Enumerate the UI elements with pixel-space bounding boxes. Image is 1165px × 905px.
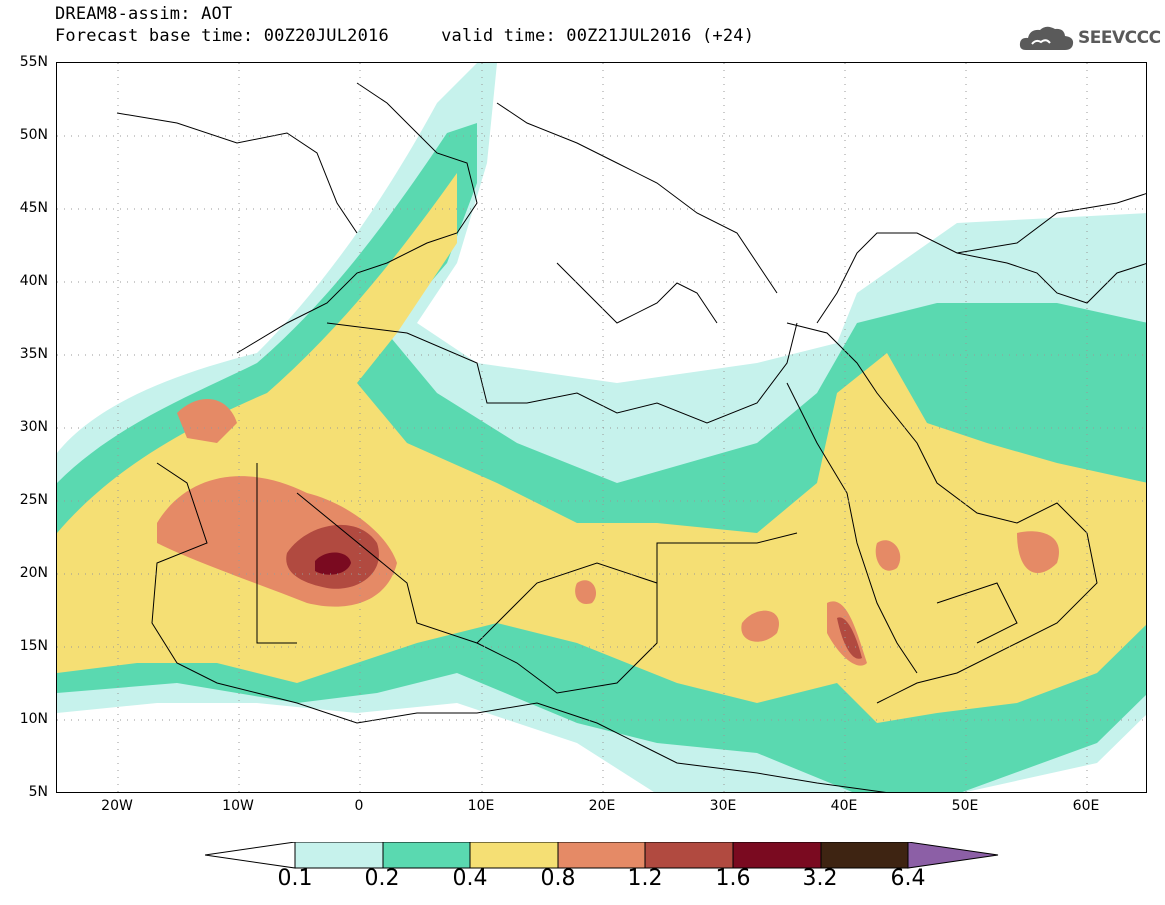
colorbar-label: 1.2 bbox=[627, 866, 663, 891]
contour-level-1.2 bbox=[837, 617, 862, 659]
cloud-icon bbox=[1019, 26, 1074, 50]
lat-label: 45N bbox=[19, 200, 48, 216]
map-frame bbox=[56, 62, 1147, 793]
colorbar-swatch bbox=[469, 842, 559, 869]
lat-label: 30N bbox=[19, 419, 48, 435]
lat-label: 35N bbox=[19, 346, 48, 362]
lon-label: 0 bbox=[354, 798, 364, 814]
colorbar-label: 0.2 bbox=[364, 866, 400, 891]
colorbar-swatch bbox=[294, 842, 384, 869]
colorbar-label: 1.6 bbox=[715, 866, 751, 891]
lat-label: 5N bbox=[28, 784, 48, 800]
lon-label: 40E bbox=[830, 798, 858, 814]
graticule bbox=[57, 63, 1146, 792]
contour-level-0.8 bbox=[1017, 531, 1059, 573]
title-line-1: DREAM8-assim: AOT bbox=[55, 4, 233, 24]
lon-label: 10W bbox=[222, 798, 254, 814]
colorbar-label: 0.8 bbox=[540, 866, 576, 891]
lat-label: 15N bbox=[19, 638, 48, 654]
colorbar-under-arrow bbox=[205, 842, 296, 869]
lat-label: 10N bbox=[19, 711, 48, 727]
logo-text: SEEVCCC bbox=[1078, 28, 1161, 48]
title-line-2: Forecast base time: 00Z20JUL2016 valid t… bbox=[55, 26, 755, 46]
colorbar-over-arrow bbox=[907, 842, 999, 869]
colorbar-swatch bbox=[644, 842, 734, 869]
colorbar-swatch bbox=[732, 842, 822, 869]
lon-label: 10E bbox=[467, 798, 495, 814]
lat-label: 40N bbox=[19, 273, 48, 289]
lat-label: 50N bbox=[19, 127, 48, 143]
colorbar-label: 3.2 bbox=[802, 866, 838, 891]
lat-label: 55N bbox=[19, 54, 48, 70]
lon-label: 50E bbox=[951, 798, 979, 814]
contour-level-1.6 bbox=[315, 552, 351, 575]
colorbar-swatch bbox=[557, 842, 646, 869]
seevccc-logo: SEEVCCC bbox=[1018, 22, 1161, 56]
colorbar-label: 0.4 bbox=[452, 866, 488, 891]
colorbar-swatch bbox=[820, 842, 909, 869]
lon-label: 20W bbox=[101, 798, 133, 814]
colorbar-label: 6.4 bbox=[890, 866, 926, 891]
contour-level-0.8 bbox=[741, 610, 779, 642]
colorbar bbox=[205, 842, 999, 869]
contour-level-0.8 bbox=[575, 580, 597, 604]
contour-level-0.8 bbox=[875, 540, 901, 571]
contour-level-0.8 bbox=[177, 399, 237, 443]
coastlines bbox=[116, 82, 1146, 792]
aot-map bbox=[57, 63, 1146, 792]
lon-label: 20E bbox=[588, 798, 616, 814]
lat-label: 25N bbox=[19, 492, 48, 508]
lon-label: 30E bbox=[709, 798, 737, 814]
colorbar-label: 0.1 bbox=[277, 866, 313, 891]
lon-label: 60E bbox=[1072, 798, 1100, 814]
lat-label: 20N bbox=[19, 565, 48, 581]
colorbar-swatch bbox=[382, 842, 471, 869]
